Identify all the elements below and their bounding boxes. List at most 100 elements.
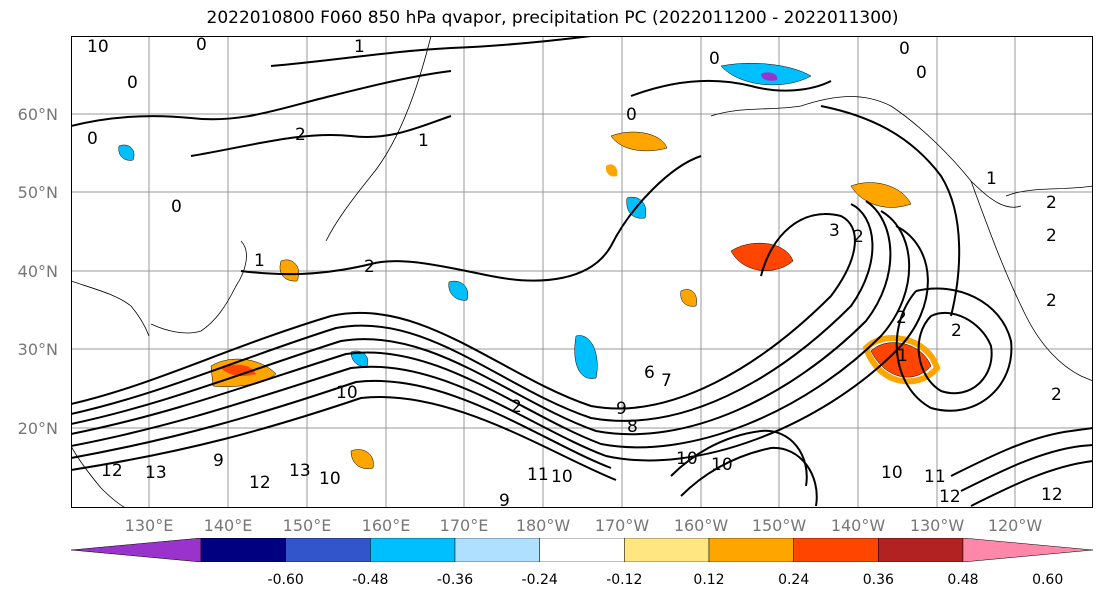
colorbar-tick-label: -0.12 <box>606 572 643 588</box>
contour-label: 0 <box>127 73 138 93</box>
contour-label: 0 <box>171 197 182 217</box>
lon-label: 120°W <box>987 516 1043 535</box>
shade-orange-2 <box>610 131 668 152</box>
contour-label: 9 <box>213 451 224 471</box>
colorbar-tick-label: -0.60 <box>267 572 304 588</box>
colorbar-segment <box>708 538 794 562</box>
shade-orange-7 <box>350 449 374 469</box>
contour-label: 1 <box>254 251 265 271</box>
contour-label: 13 <box>145 463 167 483</box>
map-title: 2022010800 F060 850 hPa qvapor, precipit… <box>206 8 899 28</box>
colorbar-segment <box>878 538 964 562</box>
contour-label: 2 <box>951 321 962 341</box>
contour-label: 0 <box>87 129 98 149</box>
contour-label: 0 <box>899 39 910 59</box>
lon-label: 170°E <box>439 516 489 535</box>
contour-label: 1 <box>354 37 365 57</box>
colorbar-high-extend <box>962 538 1093 562</box>
colorbar-tick-label: 0.24 <box>778 572 810 588</box>
contour-label: 1 <box>897 346 908 366</box>
contour-label: 12 <box>101 461 123 481</box>
colorbar-tick-label: 0.12 <box>693 572 725 588</box>
lon-label: 130°E <box>124 516 174 535</box>
contour-label: 11 <box>924 467 946 487</box>
shade-orange-6 <box>279 259 299 282</box>
contour-label: 2 <box>853 227 864 247</box>
contour-label: 2 <box>511 397 522 417</box>
lon-label: 130°W <box>909 516 965 535</box>
colorbar-tick-label: 0.48 <box>947 572 979 588</box>
shade-orange-8 <box>605 164 618 177</box>
colorbar-segment <box>454 538 540 562</box>
colorbar-segment <box>200 538 286 562</box>
shade-red-3 <box>870 342 932 378</box>
lon-label: 180°W <box>515 516 571 535</box>
lon-label: 150°W <box>751 516 807 535</box>
shade-orange-4 <box>850 182 912 208</box>
lat-label: 40°N <box>17 262 58 281</box>
shade-purple-1 <box>761 72 778 81</box>
qvapor-contours <box>71 36 1093 507</box>
lat-label: 50°N <box>17 183 58 202</box>
contour-label: 1 <box>418 131 429 151</box>
colorbar-tick-label: -0.24 <box>521 572 558 588</box>
colorbar-segment <box>370 538 456 562</box>
lon-label: 150°E <box>282 516 332 535</box>
contour-label: 12 <box>1041 485 1063 505</box>
contour-label: 0 <box>709 49 720 69</box>
contour-label: 6 <box>644 363 655 383</box>
contour-label: 11 <box>527 465 549 485</box>
contour-label: 2 <box>1046 193 1057 213</box>
colorbar-segment <box>624 538 710 562</box>
contour-label: 1 <box>986 169 997 189</box>
contour-label: 10 <box>711 455 733 475</box>
contour-label: 13 <box>289 461 311 481</box>
contour-labels: 10 0 1 0 0 0 0 0 2 1 0 2 2 1 3 2 2 2 2 1… <box>87 36 1063 508</box>
contour-label: 0 <box>626 105 637 125</box>
map-panel: 10 0 1 0 0 0 0 0 2 1 0 2 2 1 3 2 2 2 2 1… <box>71 36 1093 508</box>
lat-label: 30°N <box>17 340 58 359</box>
lon-label: 140°E <box>203 516 253 535</box>
shade-blue-5 <box>448 280 469 301</box>
contour-label: 2 <box>1046 291 1057 311</box>
contour-label: 3 <box>829 221 840 241</box>
contour-label: 0 <box>196 36 207 55</box>
contour-label: 10 <box>319 469 341 489</box>
lat-label: 20°N <box>17 419 58 438</box>
contour-label: 10 <box>87 37 109 57</box>
contour-label: 9 <box>499 491 510 508</box>
colorbar-segment <box>539 538 625 562</box>
colorbar-tick-label: 0.60 <box>1032 572 1064 588</box>
contour-label: 8 <box>627 417 638 437</box>
lon-label: 160°E <box>361 516 411 535</box>
colorbar <box>71 538 1093 562</box>
contour-label: 2 <box>1046 226 1057 246</box>
lat-label: 60°N <box>17 105 58 124</box>
colorbar-tick-label: 0.36 <box>862 572 894 588</box>
contour-label: 2 <box>295 125 306 145</box>
coastlines <box>71 36 1093 508</box>
contour-label: 7 <box>661 371 672 391</box>
shade-orange-3 <box>862 334 941 385</box>
contour-label: 2 <box>896 308 907 328</box>
contour-label: 10 <box>881 463 903 483</box>
contour-label: 10 <box>336 383 358 403</box>
contour-label: 10 <box>551 467 573 487</box>
contour-label: 12 <box>249 473 271 493</box>
colorbar-low-extend <box>71 538 202 562</box>
lon-label: 140°W <box>830 516 886 535</box>
contour-label: 12 <box>939 487 961 507</box>
contour-label: 2 <box>364 257 375 277</box>
colorbar-tick-label: -0.48 <box>352 572 389 588</box>
colorbar-segment <box>793 538 879 562</box>
shade-blue-3 <box>574 335 598 379</box>
colorbar-segment <box>285 538 371 562</box>
colorbar-tick-label: -0.36 <box>436 572 474 588</box>
shade-red-2 <box>730 242 794 271</box>
contour-label: 9 <box>616 399 627 419</box>
shade-orange-5 <box>680 289 697 307</box>
map-frame <box>71 36 1093 508</box>
contour-label: 10 <box>676 449 698 469</box>
contour-label: 2 <box>1051 385 1062 405</box>
contour-label: 0 <box>916 63 927 83</box>
